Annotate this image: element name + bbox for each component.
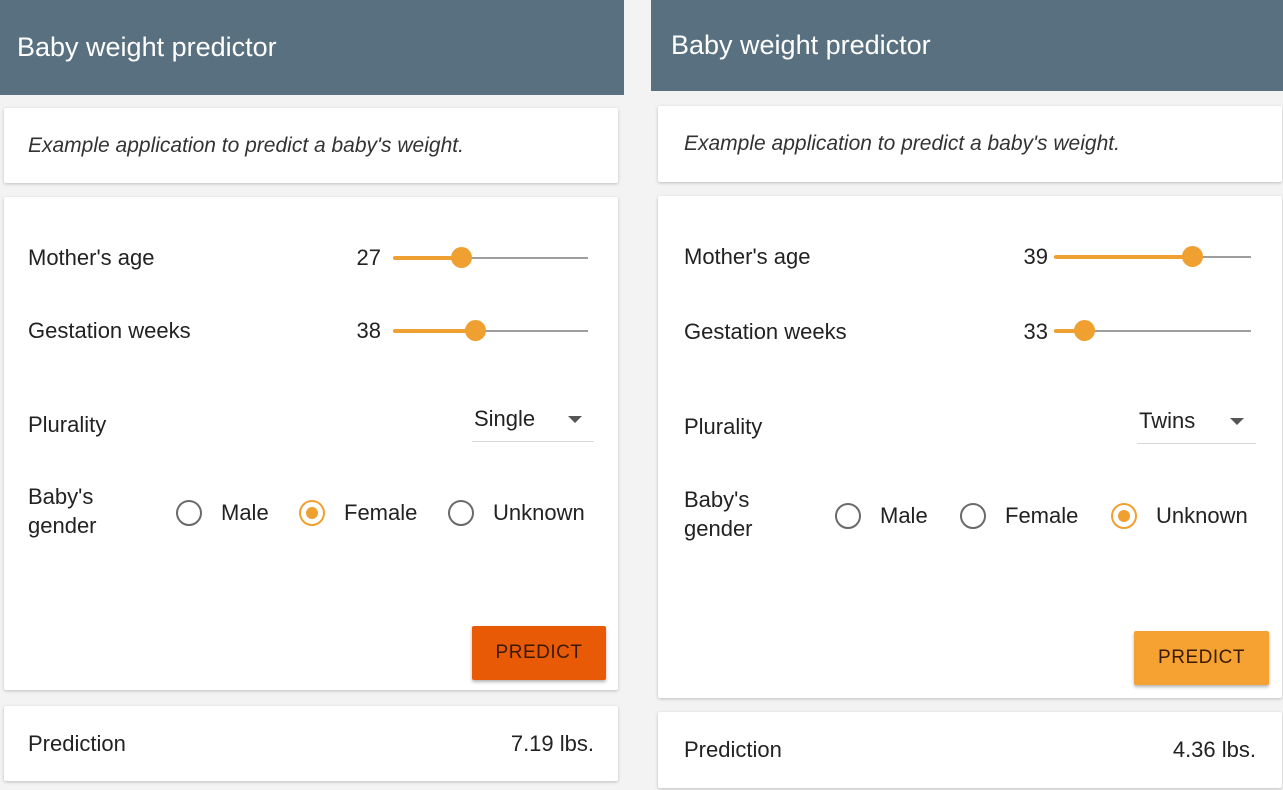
gender-radio-unknown[interactable]: Unknown	[1111, 500, 1248, 532]
predict-button[interactable]: PREDICT	[472, 626, 606, 680]
radio-circle-icon[interactable]	[835, 503, 861, 529]
gender-label-line1: Baby's	[684, 487, 750, 512]
description-card: Example application to predict a baby's …	[658, 106, 1282, 182]
gestation-weeks-slider[interactable]	[1054, 320, 1251, 342]
mother-age-label: Mother's age	[684, 244, 811, 269]
gender-label: Baby's gender	[28, 482, 97, 540]
description-card: Example application to predict a baby's …	[4, 108, 618, 183]
radio-label: Male	[880, 503, 928, 528]
mother-age-slider[interactable]	[393, 247, 588, 269]
gender-label-line2: gender	[684, 516, 753, 541]
radio-circle-icon[interactable]	[448, 500, 474, 526]
gender-radio-male[interactable]: Male	[835, 500, 928, 532]
gestation-weeks-slider[interactable]	[393, 320, 588, 342]
gender-radio-female[interactable]: Female	[299, 497, 417, 529]
radio-circle-icon[interactable]	[1111, 503, 1137, 529]
slider-track	[1054, 330, 1251, 332]
plurality-selected-value: Twins	[1139, 408, 1196, 433]
mother-age-value: 39	[1023, 244, 1048, 269]
gestation-weeks-label: Gestation weeks	[684, 319, 847, 344]
gender-radio-male[interactable]: Male	[176, 497, 269, 529]
radio-label: Unknown	[1156, 503, 1248, 528]
plurality-label: Plurality	[684, 414, 763, 439]
radio-circle-icon[interactable]	[299, 500, 325, 526]
plurality-select[interactable]: Single	[472, 400, 594, 442]
radio-label: Unknown	[493, 500, 585, 525]
predict-button[interactable]: PREDICT	[1134, 631, 1269, 685]
prediction-label: Prediction	[684, 737, 782, 762]
gender-label-line1: Baby's	[28, 484, 94, 509]
gender-radio-female[interactable]: Female	[960, 500, 1078, 532]
radio-circle-icon[interactable]	[176, 500, 202, 526]
prediction-label: Prediction	[28, 730, 126, 756]
slider-thumb[interactable]	[464, 320, 486, 341]
mother-age-slider[interactable]	[1054, 246, 1251, 268]
app-title: Baby weight predictor	[17, 32, 277, 62]
radio-label: Female	[344, 500, 418, 525]
description-text: Example application to predict a baby's …	[684, 132, 1120, 155]
radio-label: Female	[1005, 503, 1079, 528]
radio-label: Male	[221, 500, 269, 525]
mother-age-label: Mother's age	[28, 245, 155, 270]
description-text: Example application to predict a baby's …	[28, 133, 464, 157]
slider-track	[393, 330, 588, 332]
gender-label: Baby's gender	[684, 485, 753, 543]
app-bar: Baby weight predictor	[0, 0, 624, 95]
gender-radio-unknown[interactable]: Unknown	[448, 497, 585, 529]
slider-track	[393, 257, 588, 259]
gestation-weeks-value: 33	[1023, 319, 1048, 344]
dropdown-arrow-icon	[568, 416, 582, 423]
app-bar: Baby weight predictor	[651, 0, 1283, 91]
plurality-selected-value: Single	[474, 406, 536, 431]
gender-label-line2: gender	[28, 513, 97, 538]
input-form-card: Mother's age 27 Gestation weeks 38 Plura…	[4, 197, 618, 690]
app-title: Baby weight predictor	[671, 30, 931, 60]
prediction-card: Prediction 7.19 lbs.	[4, 706, 618, 781]
slider-fill	[1054, 329, 1084, 333]
plurality-select[interactable]: Twins	[1137, 402, 1256, 444]
slider-thumb[interactable]	[1181, 246, 1203, 267]
prediction-card: Prediction 4.36 lbs.	[658, 712, 1282, 788]
gestation-weeks-label: Gestation weeks	[28, 318, 191, 343]
predictor-panel-right: Baby weight predictor Example applicatio…	[651, 0, 1283, 790]
radio-circle-icon[interactable]	[960, 503, 986, 529]
input-form-card: Mother's age 39 Gestation weeks 33 Plura…	[658, 196, 1282, 698]
prediction-value: 4.36 lbs.	[1172, 737, 1256, 762]
plurality-label: Plurality	[28, 412, 107, 437]
predictor-panel-left: Baby weight predictor Example applicatio…	[0, 0, 626, 790]
gestation-weeks-value: 38	[356, 318, 381, 343]
slider-fill	[393, 256, 462, 260]
dropdown-arrow-icon	[1230, 418, 1244, 425]
slider-fill	[1054, 255, 1192, 259]
mother-age-value: 27	[356, 245, 381, 270]
slider-thumb[interactable]	[451, 247, 473, 268]
slider-fill	[393, 329, 475, 333]
prediction-value: 7.19 lbs.	[510, 730, 594, 756]
slider-thumb[interactable]	[1073, 320, 1095, 341]
